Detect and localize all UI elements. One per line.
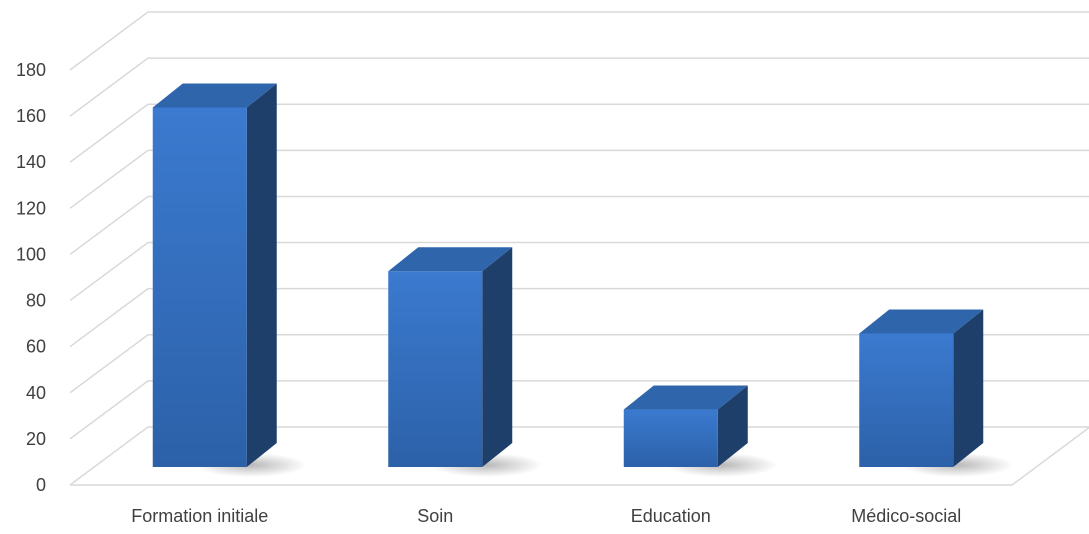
bar-top (859, 309, 984, 334)
gridline (69, 380, 1089, 440)
y-tick-label: 140 (16, 152, 46, 172)
x-tick-label: Formation initiale (131, 506, 268, 526)
bar (152, 83, 307, 477)
bar-side (717, 385, 748, 467)
bar-side (953, 309, 984, 467)
gridline (69, 241, 1089, 302)
x-axis: Formation initiale Soin Education Médico-so… (131, 506, 961, 526)
gridline (69, 57, 1089, 117)
y-tick-label: 60 (26, 337, 46, 357)
floor-gridline (69, 426, 1089, 486)
bar-side (482, 247, 513, 467)
gridline (69, 149, 1089, 209)
bars (152, 83, 1014, 477)
bar-front (152, 107, 247, 467)
bar (388, 247, 543, 477)
y-tick-label: 80 (26, 291, 46, 311)
y-axis: 0 20 40 60 80 100 120 140 160 180 (16, 60, 46, 495)
y-tick-label: 40 (26, 383, 46, 403)
bar-side (246, 83, 277, 467)
x-tick-label: Education (631, 506, 711, 526)
y-tick-label: 100 (16, 244, 46, 264)
bar-top (623, 385, 748, 410)
bar-top (388, 247, 513, 272)
bar (623, 385, 778, 477)
gridline (69, 195, 1089, 256)
bar-front (388, 271, 483, 467)
bar-front (623, 409, 718, 467)
y-tick-label: 120 (16, 198, 46, 218)
gridline (69, 287, 1089, 348)
y-tick-label: 0 (36, 475, 46, 495)
gridline (69, 11, 1089, 71)
x-tick-label: Soin (417, 506, 453, 526)
bar-top (152, 83, 277, 108)
y-tick-label: 180 (16, 60, 46, 80)
gridline (69, 103, 1089, 163)
y-tick-label: 160 (16, 106, 46, 126)
bar (859, 309, 1014, 477)
bar-front (859, 333, 954, 467)
floor-right-edge (1011, 426, 1089, 486)
gridline (69, 334, 1089, 394)
x-tick-label: Médico-social (851, 506, 961, 526)
gridlines (69, 11, 1089, 486)
y-tick-label: 20 (26, 429, 46, 449)
